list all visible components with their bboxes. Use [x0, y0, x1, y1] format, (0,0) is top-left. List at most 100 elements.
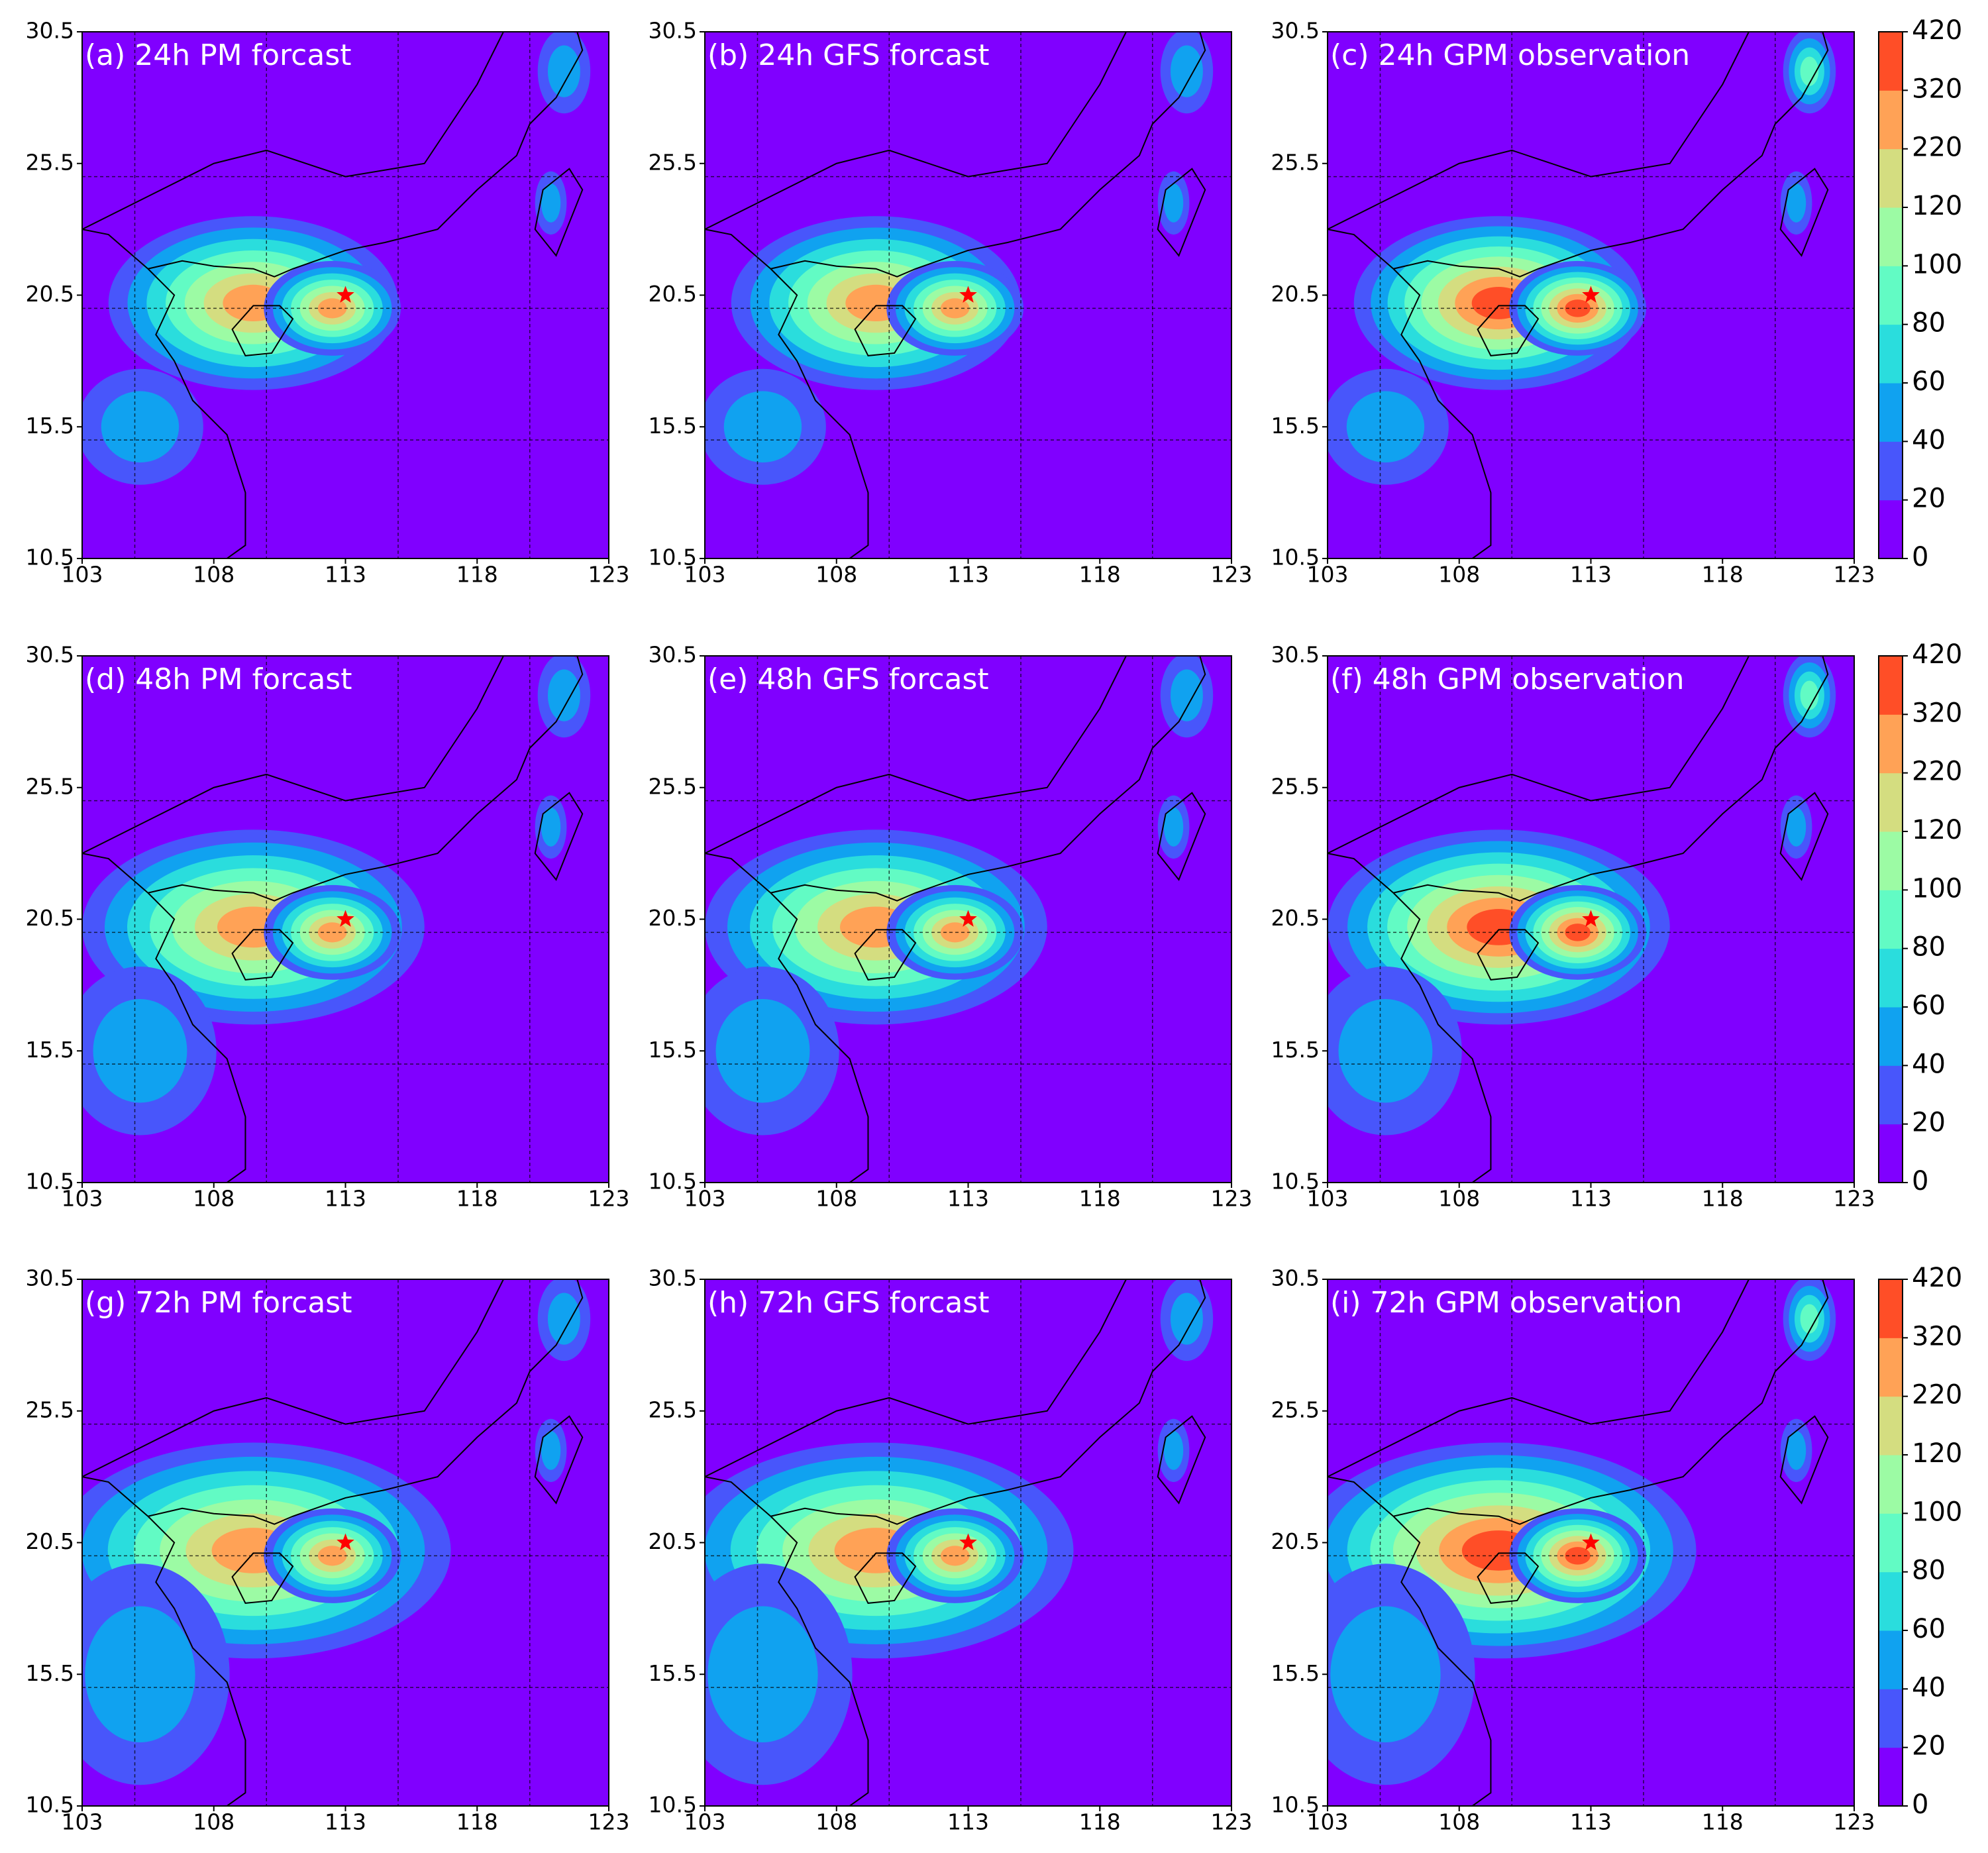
colorbar-label: 320: [1912, 698, 1962, 728]
x-tick-label: 123: [1834, 1186, 1875, 1212]
island: [231, 929, 294, 980]
map-area: [82, 1279, 609, 1806]
island: [1779, 792, 1829, 881]
island: [1477, 1552, 1540, 1604]
x-tick-label: 118: [456, 1186, 498, 1212]
map-area: [705, 1279, 1231, 1806]
colorbar-label: 40: [1912, 1049, 1946, 1079]
colorbar-label: 220: [1912, 132, 1962, 163]
x-tick-label: 123: [588, 1809, 630, 1835]
x-tick-label: 103: [62, 1186, 103, 1212]
x-tick-label: 113: [947, 562, 989, 588]
colorbar-label: 420: [1912, 15, 1962, 46]
colorbar: 0 20 40 60 80 100 120 220 320 420: [1878, 1263, 1962, 1820]
y-tick-label: 15.5: [649, 1660, 697, 1686]
coastline: [770, 656, 1206, 902]
y-tick-label: 20.5: [649, 281, 697, 307]
colorbar-frame: [1878, 1279, 1903, 1807]
x-tick-label: 113: [1570, 1186, 1612, 1212]
colorbar-band: [1879, 266, 1903, 325]
y-tick-label: 20.5: [649, 905, 697, 931]
x-tick-label: 123: [588, 1186, 630, 1212]
typhoon-marker: [959, 286, 977, 303]
y-tick-label: 20.5: [1271, 905, 1320, 931]
panel-title: (i) 72h GPM observation: [1330, 1286, 1682, 1320]
colorbar-band: [1879, 1396, 1903, 1456]
y-tick-label: 25.5: [649, 1397, 697, 1422]
panel-title: (a) 24h PM forcast: [85, 38, 352, 72]
rain-contour: [93, 998, 187, 1103]
coastline: [770, 1279, 1206, 1525]
map-panel: (c) 24h GPM observation 103 108 113 118 123 10…: [1271, 18, 1875, 588]
y-tick-label: 20.5: [1271, 281, 1320, 307]
rain-contour: [541, 1431, 561, 1470]
y-tick-label: 25.5: [1271, 773, 1320, 799]
coastline: [1328, 32, 1750, 270]
colorbar-label: 20: [1912, 1108, 1946, 1138]
rain-contour: [1163, 808, 1184, 847]
x-tick-label: 103: [1307, 1809, 1349, 1835]
y-tick-label: 10.5: [1271, 1169, 1320, 1194]
typhoon-marker: [337, 910, 354, 927]
colorbar-label: 420: [1912, 1263, 1962, 1293]
x-tick-label: 123: [1834, 562, 1875, 588]
colorbar-label: 320: [1912, 74, 1962, 104]
typhoon-marker: [1582, 1533, 1600, 1550]
x-tick-label: 103: [684, 1186, 726, 1212]
coastline: [1328, 1279, 1750, 1517]
x-tick-label: 118: [1702, 1186, 1744, 1212]
rain-contour: [1170, 45, 1203, 97]
island: [854, 305, 917, 356]
x-tick-label: 113: [947, 1186, 989, 1212]
x-tick-label: 103: [684, 1809, 726, 1835]
y-tick-label: 15.5: [26, 413, 74, 439]
colorbar-band: [1879, 714, 1903, 774]
colorbar-label: 40: [1912, 1672, 1946, 1703]
rain-contour: [317, 922, 347, 943]
y-tick-label: 30.5: [1271, 642, 1320, 668]
colorbar-label: 100: [1912, 873, 1962, 904]
rain-contour: [547, 669, 580, 721]
map-panel: (e) 48h GFS forcast 103 108 113 118 123 10.5 15…: [649, 642, 1253, 1212]
y-tick-label: 15.5: [26, 1660, 74, 1686]
panel-title: (g) 72h PM forcast: [85, 1286, 352, 1320]
coastline: [705, 1279, 1127, 1517]
x-tick-label: 118: [1079, 1809, 1121, 1835]
rain-contour: [707, 1606, 818, 1742]
rain-contour: [547, 45, 580, 97]
panel-title: (d) 48h PM forcast: [85, 662, 352, 696]
x-tick-label: 118: [1079, 1186, 1121, 1212]
typhoon-marker: [337, 1533, 354, 1550]
x-tick-label: 118: [456, 562, 498, 588]
rain-contour: [541, 808, 561, 847]
x-tick-label: 113: [1570, 1809, 1612, 1835]
rain-contour: [1170, 669, 1203, 721]
colorbar-label: 60: [1912, 990, 1946, 1021]
map-panel: (h) 72h GFS forcast 103 108 113 118 123 10.5 15…: [649, 1265, 1253, 1835]
map-panel: (f) 48h GPM observation 103 108 113 118 123 10…: [1271, 642, 1875, 1212]
map-area: [82, 656, 609, 1183]
y-tick-label: 30.5: [26, 1265, 74, 1291]
colorbar-label: 0: [1912, 542, 1928, 572]
colorbar-band: [1879, 948, 1903, 1008]
coastline: [82, 32, 504, 270]
y-tick-label: 20.5: [1271, 1528, 1320, 1554]
island: [534, 792, 584, 881]
colorbar-frame: [1878, 31, 1903, 559]
x-tick-label: 108: [1438, 1186, 1480, 1212]
rain-contour: [547, 1293, 580, 1345]
x-tick-label: 108: [193, 1809, 235, 1835]
typhoon-marker: [959, 1533, 977, 1550]
x-tick-label: 108: [193, 562, 235, 588]
colorbar-label: 60: [1912, 1614, 1946, 1644]
y-tick-label: 15.5: [1271, 1037, 1320, 1063]
colorbar-band: [1879, 1689, 1903, 1748]
colorbar-band: [1879, 1747, 1903, 1807]
colorbar-label: 40: [1912, 425, 1946, 455]
y-tick-label: 20.5: [26, 905, 74, 931]
rain-contour: [1330, 1606, 1441, 1742]
map-area: [705, 32, 1231, 558]
x-tick-label: 103: [62, 562, 103, 588]
island: [231, 305, 294, 356]
rain-contour: [1786, 1431, 1806, 1470]
